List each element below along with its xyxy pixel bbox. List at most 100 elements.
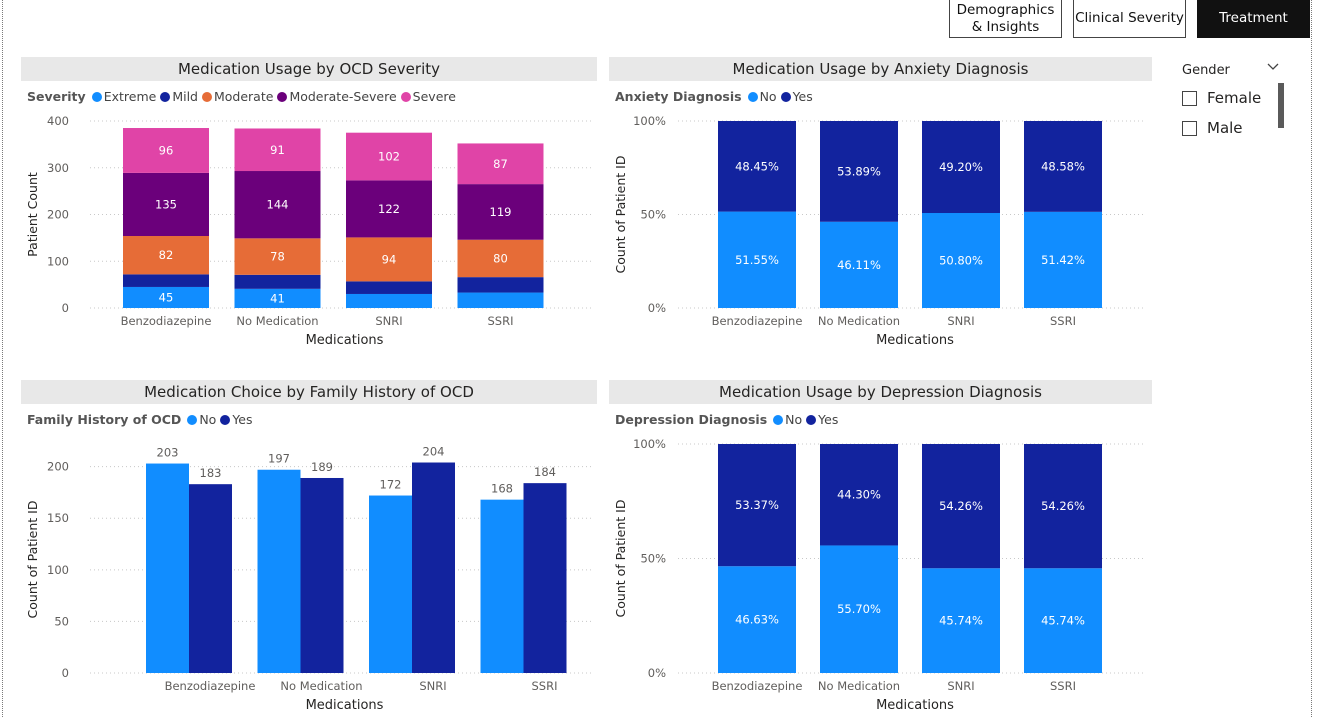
chart-legend: Family History of OCD No Yes — [27, 412, 257, 427]
x-tick-label: No Medication — [236, 314, 318, 328]
bar-segment — [718, 566, 796, 673]
x-tick-label: No Medication — [280, 679, 362, 693]
legend-item[interactable]: Severe — [400, 89, 456, 104]
bar-segment — [234, 274, 321, 289]
x-tick-label: SNRI — [947, 679, 974, 693]
legend-item[interactable]: Moderate-Severe — [277, 89, 397, 104]
legend-item[interactable]: Extreme — [91, 89, 156, 104]
data-label: 54.26% — [939, 499, 983, 513]
data-label: 45 — [159, 290, 174, 304]
bar-segment — [820, 121, 898, 222]
legend-title: Anxiety Diagnosis — [615, 89, 742, 104]
nav-demographics-button[interactable]: Demographics & Insights — [949, 0, 1062, 38]
y-tick-label: 0% — [648, 666, 666, 680]
slicer-option-male[interactable]: Male — [1182, 119, 1243, 137]
bar-segment — [1024, 444, 1102, 569]
chart-plot-family-history: 0 50 100 150 200 Count of Patient ID Medicatio… — [25, 445, 591, 713]
checkbox-female[interactable] — [1182, 90, 1197, 106]
data-label: 204 — [423, 445, 445, 459]
bar-segment — [820, 221, 898, 308]
y-tick-label: 100 — [47, 254, 69, 268]
legend-item[interactable]: Yes — [780, 89, 813, 104]
bar — [523, 483, 567, 673]
data-label: 203 — [157, 446, 179, 460]
bar — [300, 477, 344, 673]
legend-marker — [400, 91, 411, 102]
bar-segment — [123, 128, 209, 173]
bar-segment — [457, 277, 544, 293]
bar — [369, 495, 412, 673]
data-label: 80 — [493, 251, 508, 265]
legend-title: Severity — [27, 89, 86, 104]
x-tick-label: Benzodiazepine — [121, 314, 212, 328]
legend-marker — [806, 414, 817, 425]
x-axis-title: Medications — [306, 698, 384, 713]
legend-label: Severe — [412, 89, 456, 104]
bar-segment — [457, 239, 544, 278]
x-tick-label: No Medication — [818, 314, 900, 328]
data-label: 197 — [268, 452, 290, 466]
legend-item[interactable]: Yes — [220, 412, 253, 427]
legend-item[interactable]: Moderate — [201, 89, 273, 104]
legend-label: No — [785, 412, 803, 427]
legend-item[interactable]: No — [773, 412, 802, 427]
x-tick-label: Benzodiazepine — [712, 314, 803, 328]
legend-item[interactable]: Yes — [806, 412, 838, 427]
data-label: 189 — [311, 460, 333, 474]
bar-segment — [1024, 211, 1102, 308]
bar — [257, 469, 301, 673]
legend-label: Yes — [792, 89, 813, 104]
legend-item[interactable]: No — [187, 412, 216, 427]
y-axis-title: Count of Patient ID — [613, 500, 628, 618]
data-label: 51.55% — [735, 253, 779, 267]
data-label: 53.89% — [837, 164, 881, 178]
chart-title: Medication Usage by Anxiety Diagnosis — [609, 57, 1152, 81]
bar-segment — [457, 184, 544, 240]
x-tick-label: SSRI — [1050, 314, 1076, 328]
legend-item[interactable]: Mild — [160, 89, 198, 104]
chart-plot-anxiety: 0% 50% 100% Count of Patient ID Medications B… — [613, 114, 1144, 348]
data-label: 41 — [270, 291, 285, 305]
bar — [480, 499, 524, 673]
bar-segment — [922, 121, 1000, 214]
bar-segment — [718, 444, 796, 567]
nav-treatment-button[interactable]: Treatment — [1197, 0, 1310, 38]
nav-clinical-severity-button[interactable]: Clinical Severity — [1073, 0, 1186, 38]
data-label: 51.42% — [1041, 253, 1085, 267]
x-tick-label: SSRI — [1050, 679, 1076, 693]
chart-plot-ocd-severity: 0 100 200 300 400 Patient Count Medications Ben… — [25, 114, 591, 348]
slicer-option-label: Male — [1207, 119, 1243, 137]
data-label: 184 — [534, 465, 556, 479]
legend-marker — [201, 91, 212, 102]
y-tick-label: 200 — [47, 460, 69, 474]
chart-legend: Severity Extreme Mild Moderate Moderate-… — [27, 89, 460, 104]
bar-segment — [922, 568, 1000, 673]
bar-segment — [234, 171, 321, 239]
x-tick-label: No Medication — [818, 679, 900, 693]
bar-segment — [457, 292, 544, 308]
legend-item[interactable]: No — [747, 89, 777, 104]
data-label: 119 — [490, 205, 512, 219]
chart-plot-depression: 0% 50% 100% Count of Patient ID Medications B… — [613, 437, 1144, 713]
data-label: 49.20% — [939, 160, 983, 174]
data-label: 82 — [159, 248, 174, 262]
x-axis-title: Medications — [306, 333, 384, 348]
checkbox-male[interactable] — [1182, 120, 1197, 136]
x-tick-label: SNRI — [375, 314, 402, 328]
slicer-scrollbar[interactable] — [1278, 83, 1284, 128]
data-label: 94 — [382, 252, 397, 266]
bar-segment — [346, 293, 432, 308]
data-label: 168 — [491, 482, 513, 496]
chevron-down-icon[interactable] — [1266, 60, 1280, 78]
slicer-option-female[interactable]: Female — [1182, 89, 1261, 107]
bar-segment — [922, 444, 1000, 569]
data-label: 54.26% — [1041, 499, 1085, 513]
bar-segment — [1024, 121, 1102, 212]
bar-segment — [346, 237, 432, 282]
bar-segment — [457, 143, 544, 185]
legend-title: Depression Diagnosis — [615, 412, 768, 427]
data-label: 96 — [159, 143, 174, 157]
legend-marker — [277, 91, 288, 102]
bar-segment — [922, 213, 1000, 308]
legend-marker — [747, 91, 758, 102]
